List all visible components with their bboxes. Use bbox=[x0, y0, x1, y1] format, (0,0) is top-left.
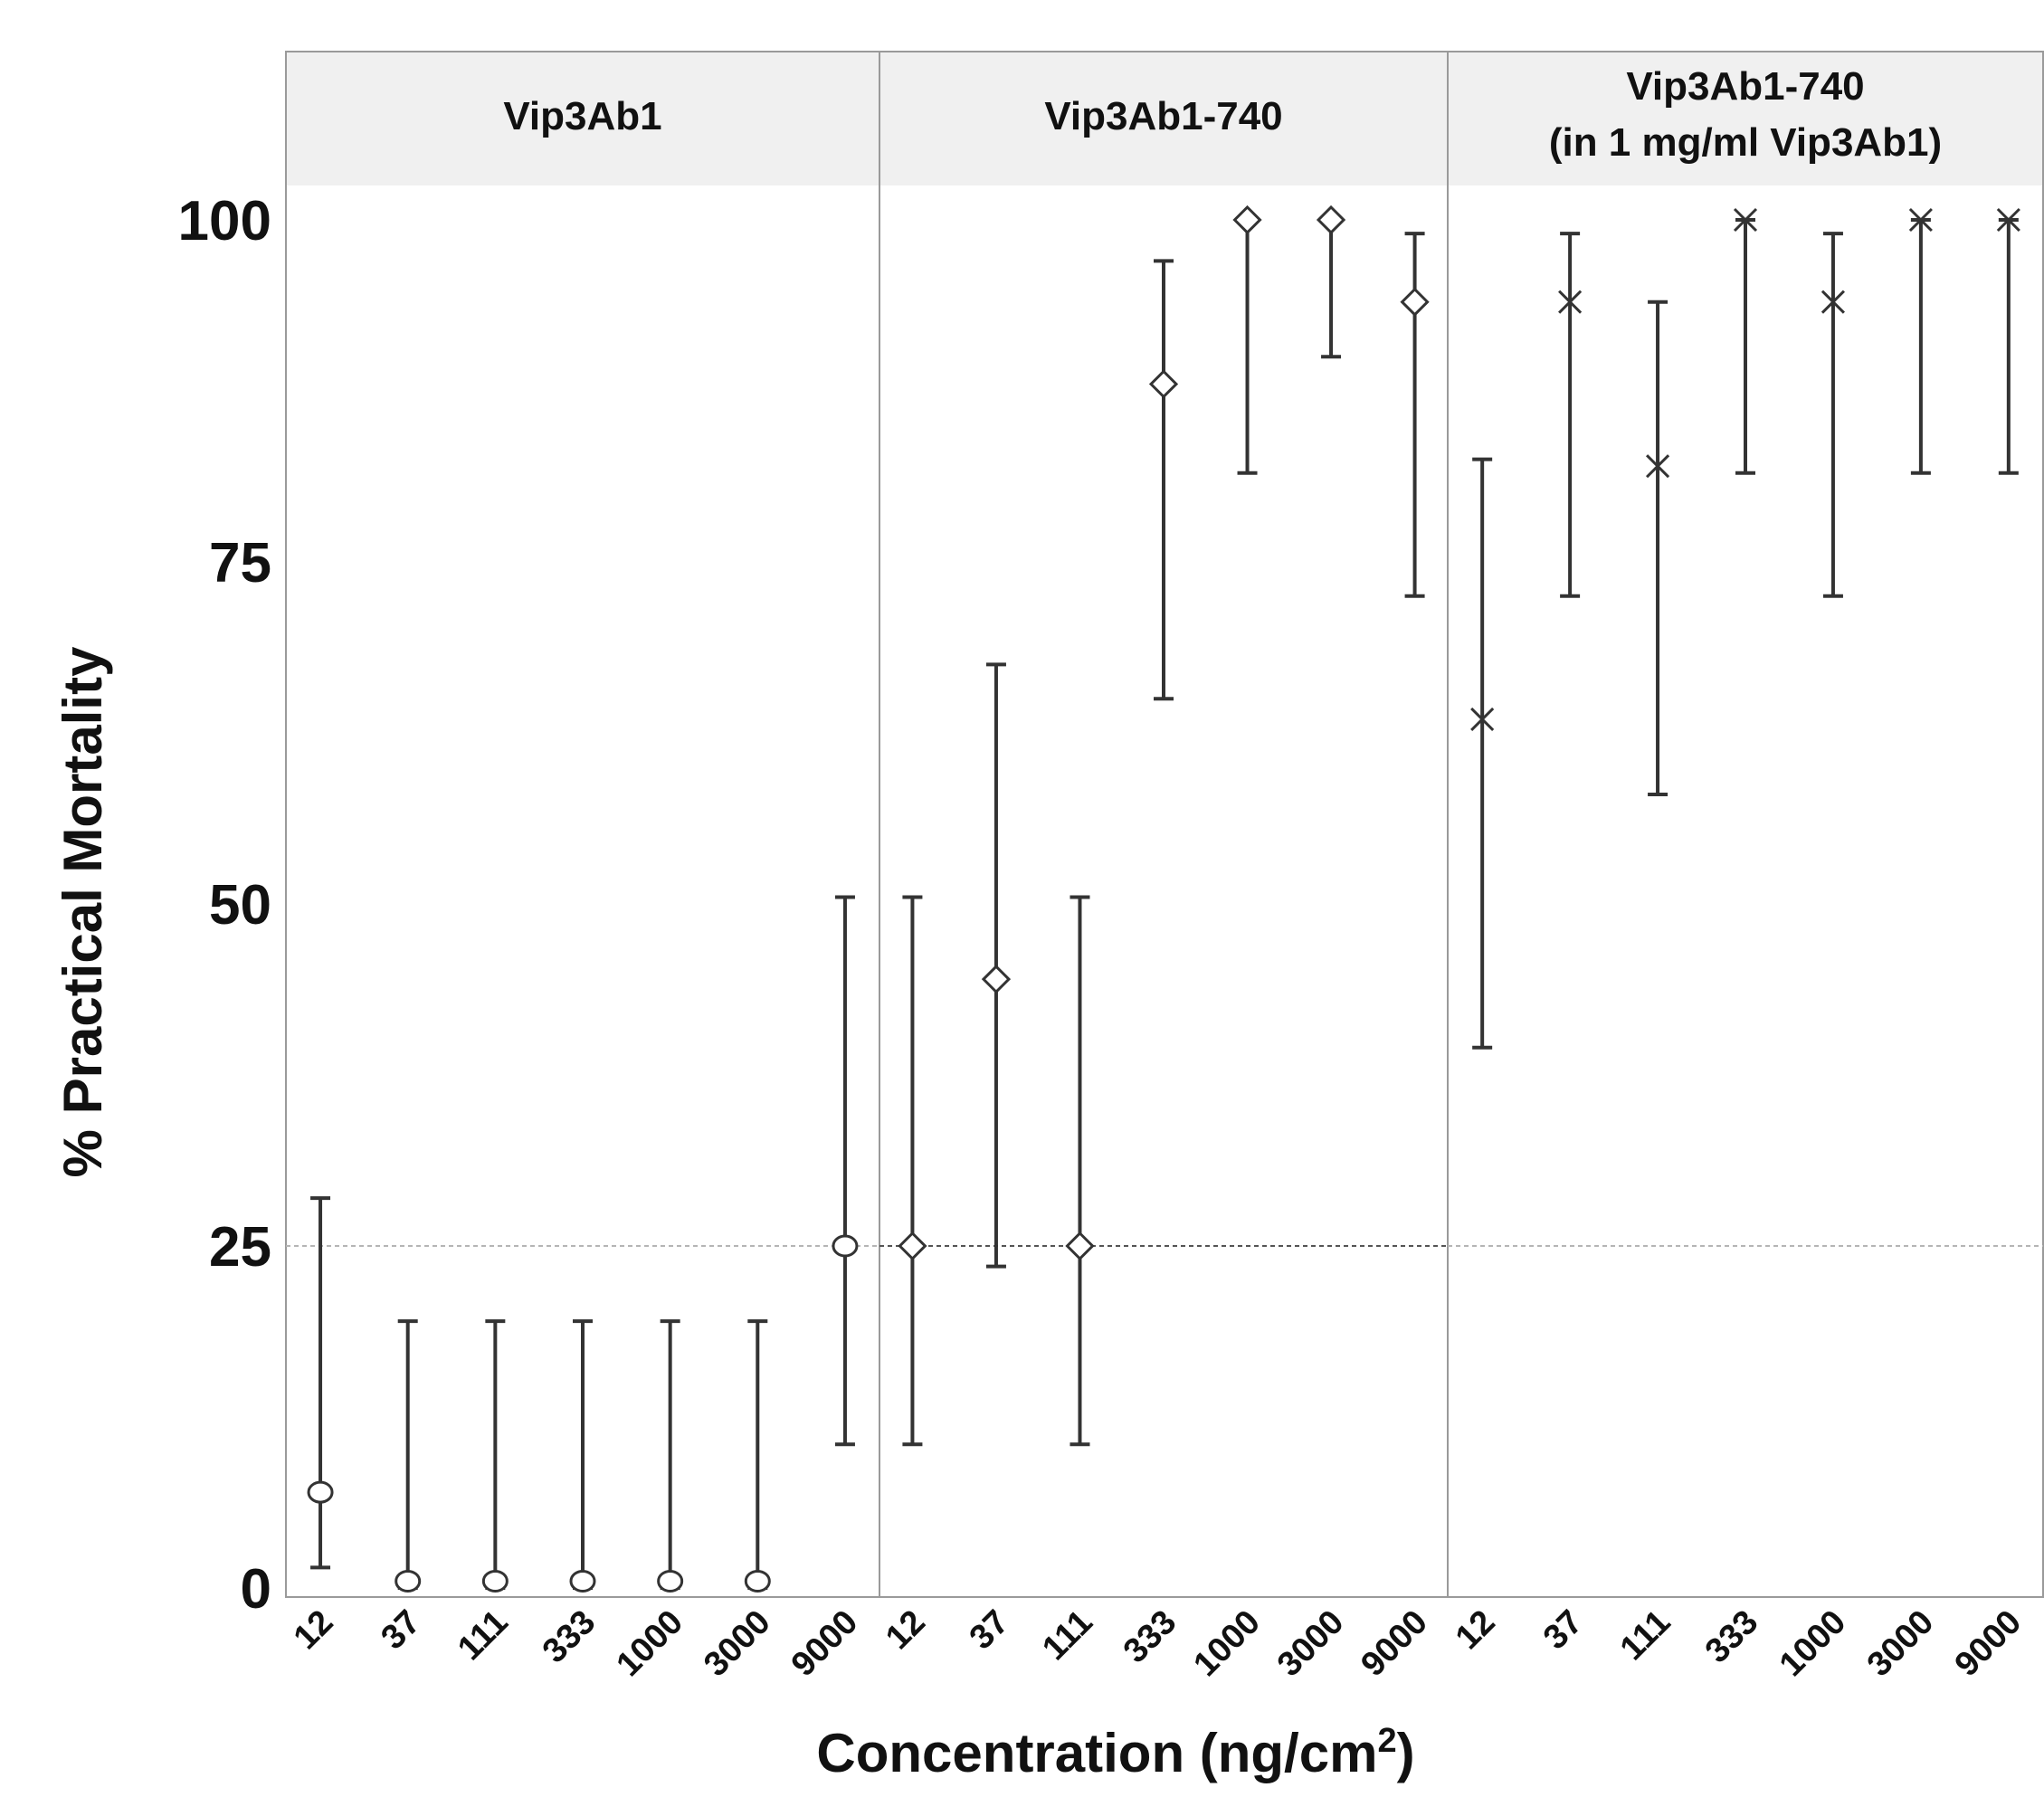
data-point-cross bbox=[1908, 207, 1933, 233]
facet-title: Vip3Ab1-740 bbox=[1044, 94, 1282, 138]
x-tick-label: 12 bbox=[287, 1603, 341, 1658]
facet-title: (in 1 mg/ml Vip3Ab1) bbox=[1549, 120, 1942, 165]
data-point-diamond bbox=[1232, 204, 1262, 235]
cross-stroke bbox=[1733, 207, 1758, 233]
x-tick-label: 9000 bbox=[1354, 1603, 1434, 1684]
x-tick-label: 333 bbox=[536, 1603, 604, 1671]
x-tick-label: 37 bbox=[963, 1603, 1017, 1658]
cross-stroke bbox=[1558, 290, 1583, 314]
facet-strip bbox=[1448, 52, 2043, 185]
x-axis-title-superscript: 2 bbox=[1377, 1722, 1396, 1760]
data-point-cross bbox=[1996, 207, 2020, 233]
data-point-diamond bbox=[1148, 369, 1179, 399]
facet-strip bbox=[879, 52, 1448, 185]
x-tick-label: 111 bbox=[1613, 1603, 1678, 1669]
cross-stroke bbox=[1645, 454, 1670, 479]
y-tick-label: 0 bbox=[241, 1558, 271, 1621]
cross-stroke bbox=[1821, 290, 1846, 314]
data-point-circle bbox=[395, 1569, 422, 1593]
x-axis-title-main: Concentration (ng/cm bbox=[816, 1723, 1377, 1783]
cross-stroke bbox=[1470, 707, 1495, 731]
x-tick-label: 3000 bbox=[1860, 1603, 1941, 1684]
data-point-diamond bbox=[981, 965, 1012, 994]
x-axis: 12 37 111 333 1000 3000 9000 12 37 111 333 1000 3000… bbox=[287, 1603, 2029, 1684]
x-tick-label: 9000 bbox=[1948, 1603, 2029, 1684]
x-tick-label: 37 bbox=[374, 1603, 428, 1658]
cross-stroke bbox=[1996, 207, 2020, 233]
facet-strips: Vip3Ab1 Vip3Ab1-740 Vip3Ab1-740 (in 1 mg/ml… bbox=[286, 52, 2043, 185]
y-tick-label: 100 bbox=[178, 190, 271, 252]
data-point-diamond bbox=[1316, 204, 1346, 235]
x-tick-label: 12 bbox=[879, 1603, 933, 1658]
facet-panels bbox=[285, 51, 2044, 1598]
data-series bbox=[307, 204, 2020, 1593]
data-point-circle bbox=[657, 1569, 684, 1593]
x-tick-label: 1000 bbox=[610, 1603, 690, 1684]
y-axis: 0 25 50 75 100 bbox=[178, 190, 271, 1621]
x-tick-label: 111 bbox=[1035, 1603, 1100, 1669]
x-tick-label: 37 bbox=[1536, 1603, 1591, 1658]
x-tick-label: 1000 bbox=[1773, 1603, 1853, 1684]
data-point-circle bbox=[481, 1569, 509, 1593]
facet-title: Vip3Ab1-740 bbox=[1626, 64, 1864, 109]
data-point-circle bbox=[832, 1234, 859, 1258]
x-tick-label: 3000 bbox=[1270, 1603, 1351, 1684]
y-axis-title: % Practical Mortality bbox=[52, 646, 113, 1178]
data-point-diamond bbox=[1400, 287, 1430, 317]
y-tick-label: 75 bbox=[209, 532, 271, 594]
data-point-cross bbox=[1645, 454, 1670, 479]
data-point-diamond bbox=[1065, 1231, 1095, 1261]
x-tick-label: 333 bbox=[1698, 1603, 1766, 1671]
data-point-cross bbox=[1821, 290, 1846, 314]
x-axis-title-suffix: ) bbox=[1397, 1723, 1415, 1783]
x-axis-title: Concentration (ng/cm2) bbox=[816, 1722, 1414, 1783]
facet-strip bbox=[286, 52, 879, 185]
x-tick-label: 333 bbox=[1117, 1603, 1184, 1671]
data-point-diamond bbox=[898, 1231, 927, 1261]
data-point-cross bbox=[1470, 707, 1495, 731]
x-tick-label: 12 bbox=[1449, 1603, 1503, 1658]
facet-title: Vip3Ab1 bbox=[503, 94, 661, 138]
x-tick-label: 9000 bbox=[784, 1603, 865, 1684]
data-point-cross bbox=[1558, 290, 1583, 314]
x-tick-label: 1000 bbox=[1186, 1603, 1267, 1684]
data-point-circle bbox=[744, 1569, 771, 1593]
y-tick-label: 25 bbox=[209, 1216, 271, 1279]
data-point-circle bbox=[307, 1480, 334, 1504]
y-tick-label: 50 bbox=[209, 874, 271, 937]
cross-stroke bbox=[1908, 207, 1933, 233]
data-point-circle bbox=[569, 1569, 596, 1593]
data-point-cross bbox=[1733, 207, 1758, 233]
x-tick-label: 3000 bbox=[697, 1603, 777, 1684]
x-tick-label: 111 bbox=[451, 1603, 516, 1669]
